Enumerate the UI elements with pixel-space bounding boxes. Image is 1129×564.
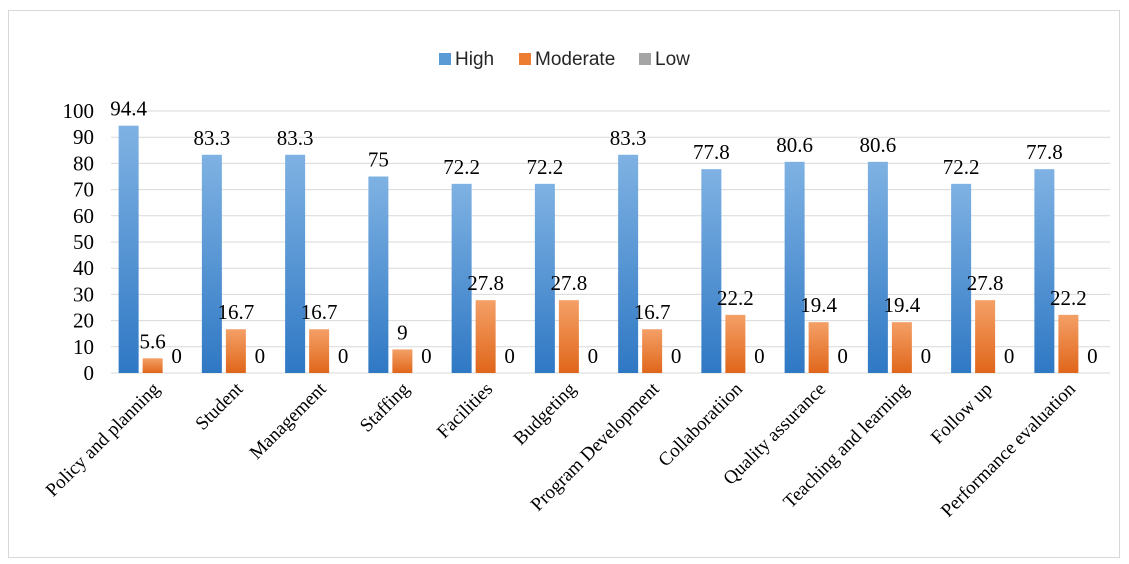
data-label-moderate: 22.2 bbox=[717, 286, 754, 310]
bar-moderate bbox=[142, 358, 163, 373]
data-label-low: 0 bbox=[754, 344, 765, 368]
data-label-moderate: 16.7 bbox=[218, 300, 255, 324]
bar-high bbox=[118, 125, 139, 373]
legend-swatch-moderate bbox=[519, 53, 531, 65]
data-label-low: 0 bbox=[671, 344, 682, 368]
data-label-moderate: 22.2 bbox=[1050, 286, 1087, 310]
bar-moderate bbox=[225, 329, 246, 373]
bar-moderate bbox=[725, 314, 746, 373]
data-label-high: 83.3 bbox=[194, 126, 231, 150]
data-label-high: 72.2 bbox=[943, 155, 980, 179]
data-label-high: 83.3 bbox=[610, 126, 647, 150]
data-label-low: 0 bbox=[504, 344, 515, 368]
data-label-moderate: 5.6 bbox=[140, 329, 166, 353]
bar-moderate bbox=[558, 300, 579, 373]
bar-moderate bbox=[1058, 314, 1079, 373]
data-label-moderate: 19.4 bbox=[800, 293, 837, 317]
data-label-high: 77.8 bbox=[1026, 140, 1063, 164]
bar-high bbox=[701, 169, 722, 373]
data-label-low: 0 bbox=[338, 344, 349, 368]
bar-high bbox=[368, 176, 389, 373]
data-label-low: 0 bbox=[921, 344, 932, 368]
data-label-high: 80.6 bbox=[776, 133, 813, 157]
y-tick-label: 80 bbox=[73, 151, 94, 175]
category-label: Collaboratiion bbox=[654, 378, 747, 471]
bar-high bbox=[1034, 169, 1055, 373]
data-label-low: 0 bbox=[255, 344, 266, 368]
legend-swatch-low bbox=[639, 53, 651, 65]
y-tick-label: 50 bbox=[73, 230, 94, 254]
data-label-high: 80.6 bbox=[860, 133, 897, 157]
data-label-moderate: 19.4 bbox=[884, 293, 921, 317]
bars bbox=[118, 125, 1079, 373]
y-tick-label: 70 bbox=[73, 178, 94, 202]
legend-label-high: High bbox=[455, 49, 494, 70]
y-tick-label: 100 bbox=[63, 99, 95, 123]
bar-moderate bbox=[392, 349, 413, 373]
legend-swatch-high bbox=[439, 53, 451, 65]
category-label: Budgeting bbox=[510, 378, 581, 449]
data-label-moderate: 27.8 bbox=[551, 271, 588, 295]
category-label: Follow up bbox=[927, 379, 997, 449]
data-label-low: 0 bbox=[421, 344, 432, 368]
bar-high bbox=[451, 183, 472, 373]
bar-moderate bbox=[475, 300, 496, 373]
bar-high bbox=[618, 154, 639, 373]
y-tick-label: 0 bbox=[84, 361, 95, 385]
data-label-moderate: 16.7 bbox=[301, 300, 338, 324]
data-label-low: 0 bbox=[1087, 344, 1098, 368]
bar-high bbox=[951, 183, 972, 373]
data-label-high: 75 bbox=[368, 148, 389, 172]
y-tick-label: 90 bbox=[73, 125, 94, 149]
category-label: Management bbox=[246, 378, 331, 463]
bar-high bbox=[201, 154, 222, 373]
legend-label-moderate: Moderate bbox=[535, 49, 615, 70]
data-label-high: 83.3 bbox=[277, 126, 314, 150]
legend-label-low: Low bbox=[655, 49, 690, 70]
data-label-low: 0 bbox=[837, 344, 848, 368]
category-label: Staffing bbox=[356, 378, 414, 436]
data-labels: 94.45.6083.316.7083.316.70759072.227.807… bbox=[110, 97, 1097, 368]
category-label: Performance evaluation bbox=[937, 378, 1080, 521]
bar-moderate bbox=[891, 322, 912, 373]
bar-moderate bbox=[975, 300, 996, 373]
bar-high bbox=[285, 154, 306, 373]
data-label-low: 0 bbox=[588, 344, 599, 368]
gridlines bbox=[111, 110, 1110, 374]
legend: High Moderate Low bbox=[439, 49, 690, 70]
data-label-high: 72.2 bbox=[527, 155, 564, 179]
bar-moderate bbox=[309, 329, 330, 373]
category-label: Student bbox=[192, 378, 248, 434]
chart-frame bbox=[8, 10, 1120, 558]
bar-high bbox=[784, 161, 805, 373]
data-label-high: 94.4 bbox=[110, 97, 147, 121]
y-tick-label: 40 bbox=[73, 256, 94, 280]
bar-high bbox=[534, 183, 555, 373]
bar-moderate bbox=[642, 329, 663, 373]
data-label-moderate: 16.7 bbox=[634, 300, 671, 324]
category-label: Policy and planning bbox=[42, 378, 165, 501]
bar-moderate bbox=[808, 322, 829, 373]
data-label-moderate: 27.8 bbox=[467, 271, 504, 295]
data-label-high: 72.2 bbox=[443, 155, 480, 179]
data-label-moderate: 9 bbox=[397, 320, 408, 344]
y-tick-label: 20 bbox=[73, 309, 94, 333]
data-label-moderate: 27.8 bbox=[967, 271, 1004, 295]
bar-high bbox=[867, 161, 888, 373]
category-label: Facilities bbox=[433, 379, 497, 443]
data-label-low: 0 bbox=[1004, 344, 1015, 368]
data-label-low: 0 bbox=[171, 344, 182, 368]
data-label-high: 77.8 bbox=[693, 140, 730, 164]
y-tick-label: 30 bbox=[73, 282, 94, 306]
y-tick-label: 10 bbox=[73, 335, 94, 359]
y-tick-label: 60 bbox=[73, 204, 94, 228]
